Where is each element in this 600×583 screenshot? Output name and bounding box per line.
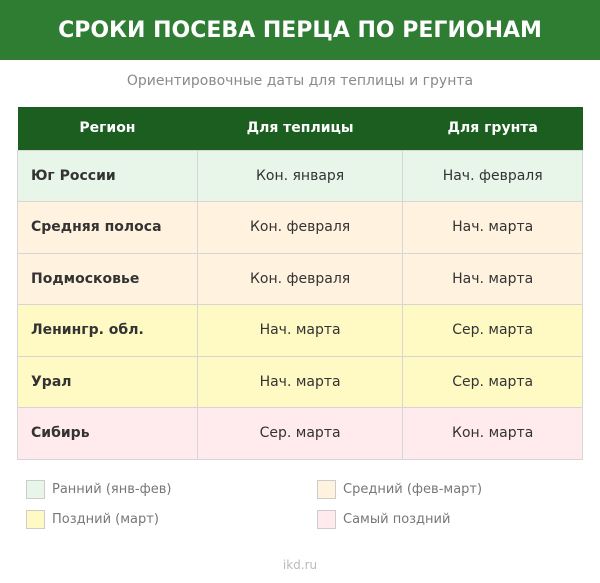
greenhouse-cell: Нач. марта [196, 355, 404, 408]
ground-cell: Нач. марта [402, 201, 583, 254]
sowing-table: Регион Для теплицы Для грунта Юг России К… [17, 107, 583, 460]
greenhouse-cell: Нач. марта [196, 304, 404, 357]
region-cell: Сибирь [17, 407, 198, 460]
legend-item: Самый поздний [317, 510, 450, 529]
legend-item: Ранний (янв-фев) [26, 480, 171, 499]
header-region: Регион [17, 107, 198, 150]
ground-cell: Кон. марта [402, 407, 583, 460]
legend-swatch [317, 510, 336, 529]
legend-label: Ранний (янв-фев) [52, 482, 172, 497]
legend-swatch [317, 480, 336, 499]
greenhouse-cell: Кон. февраля [196, 201, 404, 254]
region-cell: Юг России [17, 149, 198, 202]
region-cell: Средняя полоса [17, 201, 198, 254]
legend-swatch [26, 510, 45, 529]
legend-swatch [26, 480, 45, 499]
header-ground: Для грунта [402, 107, 583, 150]
region-cell: Урал [17, 355, 198, 408]
legend-item: Поздний (март) [26, 510, 159, 529]
greenhouse-cell: Кон. февраля [196, 252, 404, 305]
legend-label: Средний (фев-март) [343, 482, 483, 497]
table-row: Средняя полоса Кон. февраля Нач. марта [17, 201, 583, 254]
subtitle: Ориентировочные даты для теплицы и грунт… [126, 73, 474, 89]
region-cell: Подмосковье [17, 252, 198, 305]
legend-item: Средний (фев-март) [317, 480, 482, 499]
table-row: Ленингр. обл. Нач. марта Сер. марта [17, 304, 583, 357]
table-row: Юг России Кон. января Нач. февраля [17, 149, 583, 202]
table-row: Сибирь Сер. марта Кон. марта [17, 407, 583, 460]
ground-cell: Нач. февраля [402, 149, 583, 202]
table-header-row: Регион Для теплицы Для грунта [17, 107, 583, 150]
footer-site: ikd.ru [282, 558, 318, 572]
page-title: СРОКИ ПОСЕВА ПЕРЦА ПО РЕГИОНАМ [0, 0, 600, 60]
title-text: СРОКИ ПОСЕВА ПЕРЦА ПО РЕГИОНАМ [58, 17, 542, 43]
legend-label: Поздний (март) [52, 512, 159, 527]
ground-cell: Сер. марта [402, 355, 583, 408]
table-row: Подмосковье Кон. февраля Нач. марта [17, 252, 583, 305]
table-row: Урал Нач. марта Сер. марта [17, 355, 583, 408]
legend-label: Самый поздний [343, 512, 451, 527]
greenhouse-cell: Сер. марта [196, 407, 404, 460]
greenhouse-cell: Кон. января [196, 149, 404, 202]
ground-cell: Сер. марта [402, 304, 583, 357]
ground-cell: Нач. марта [402, 252, 583, 305]
header-greenhouse: Для теплицы [197, 107, 403, 150]
region-cell: Ленингр. обл. [17, 304, 198, 357]
